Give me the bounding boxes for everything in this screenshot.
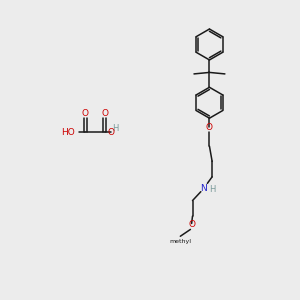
Text: N: N bbox=[200, 184, 207, 193]
Text: HO: HO bbox=[61, 128, 75, 137]
Text: O: O bbox=[206, 123, 213, 132]
Text: H: H bbox=[208, 185, 215, 194]
Text: O: O bbox=[188, 220, 195, 230]
Text: O: O bbox=[101, 109, 108, 118]
Text: O: O bbox=[82, 109, 89, 118]
Text: methyl: methyl bbox=[169, 239, 191, 244]
Text: H: H bbox=[112, 124, 118, 133]
Text: O: O bbox=[108, 128, 115, 137]
